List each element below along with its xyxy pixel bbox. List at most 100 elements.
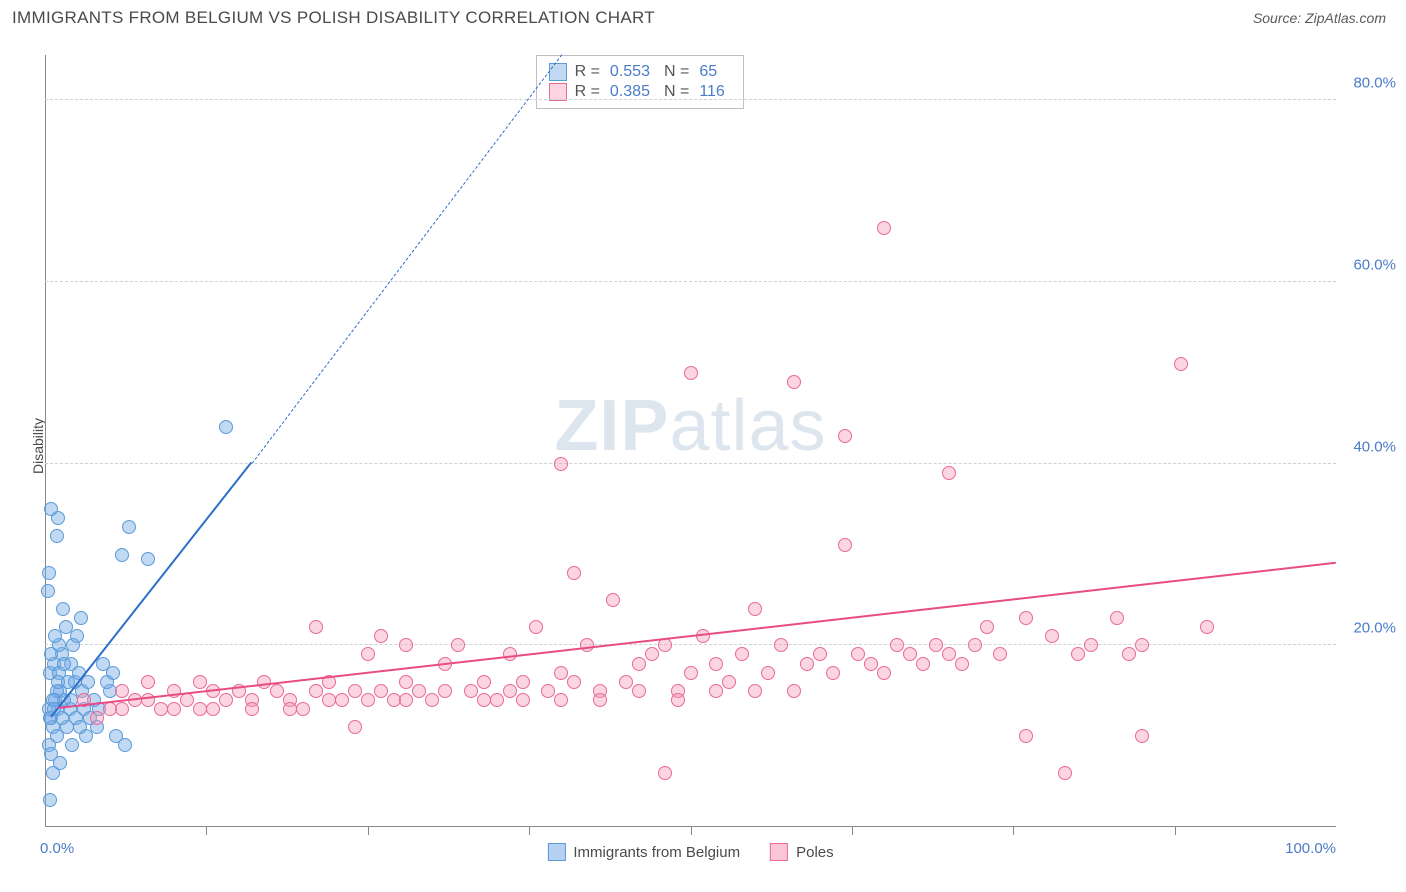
- x-tick: [691, 827, 692, 835]
- data-point: [245, 702, 259, 716]
- data-point: [193, 675, 207, 689]
- data-point: [57, 657, 71, 671]
- data-point: [44, 647, 58, 661]
- x-tick: [206, 827, 207, 835]
- data-point: [761, 666, 775, 680]
- y-tick-label: 60.0%: [1353, 257, 1396, 274]
- data-point: [929, 638, 943, 652]
- data-point: [916, 657, 930, 671]
- data-point: [709, 657, 723, 671]
- data-point: [1174, 357, 1188, 371]
- data-point: [877, 221, 891, 235]
- gridline-h: [45, 99, 1336, 100]
- data-point: [257, 675, 271, 689]
- data-point: [684, 666, 698, 680]
- correlation-legend: R =0.553N =65R =0.385N =116: [536, 55, 744, 109]
- data-point: [193, 702, 207, 716]
- source-label: Source: ZipAtlas.com: [1253, 10, 1386, 26]
- data-point: [412, 684, 426, 698]
- data-point: [1019, 729, 1033, 743]
- data-point: [74, 611, 88, 625]
- data-point: [554, 693, 568, 707]
- legend-row: R =0.553N =65: [549, 62, 731, 82]
- data-point: [51, 675, 65, 689]
- data-point: [56, 602, 70, 616]
- data-point: [748, 602, 762, 616]
- data-point: [800, 657, 814, 671]
- data-point: [813, 647, 827, 661]
- data-point: [567, 675, 581, 689]
- data-point: [451, 638, 465, 652]
- data-point: [141, 675, 155, 689]
- data-point: [903, 647, 917, 661]
- data-point: [106, 666, 120, 680]
- data-point: [70, 629, 84, 643]
- data-point: [348, 720, 362, 734]
- data-point: [955, 657, 969, 671]
- data-point: [103, 702, 117, 716]
- legend-item: Poles: [770, 843, 834, 861]
- x-tick: [1175, 827, 1176, 835]
- data-point: [993, 647, 1007, 661]
- data-point: [554, 666, 568, 680]
- data-point: [309, 620, 323, 634]
- data-point: [477, 693, 491, 707]
- data-point: [53, 756, 67, 770]
- data-point: [361, 647, 375, 661]
- data-point: [645, 647, 659, 661]
- data-point: [115, 702, 129, 716]
- data-point: [374, 629, 388, 643]
- data-point: [1045, 629, 1059, 643]
- data-point: [335, 693, 349, 707]
- y-tick-label: 80.0%: [1353, 75, 1396, 92]
- data-point: [180, 693, 194, 707]
- data-point: [425, 693, 439, 707]
- data-point: [787, 684, 801, 698]
- data-point: [567, 566, 581, 580]
- data-point: [632, 657, 646, 671]
- data-point: [115, 684, 129, 698]
- data-point: [1084, 638, 1098, 652]
- data-point: [219, 420, 233, 434]
- data-point: [65, 738, 79, 752]
- data-point: [658, 766, 672, 780]
- data-point: [632, 684, 646, 698]
- gridline-h: [45, 463, 1336, 464]
- data-point: [864, 657, 878, 671]
- data-point: [593, 693, 607, 707]
- gridline-h: [45, 281, 1336, 282]
- data-point: [851, 647, 865, 661]
- data-point: [374, 684, 388, 698]
- data-point: [1200, 620, 1214, 634]
- data-point: [1058, 766, 1072, 780]
- series-legend: Immigrants from BelgiumPoles: [547, 843, 833, 861]
- data-point: [122, 520, 136, 534]
- data-point: [283, 702, 297, 716]
- x-tick: [1013, 827, 1014, 835]
- trend-line: [251, 54, 562, 463]
- data-point: [1135, 638, 1149, 652]
- data-point: [1071, 647, 1085, 661]
- data-point: [50, 529, 64, 543]
- data-point: [154, 702, 168, 716]
- data-point: [516, 693, 530, 707]
- data-point: [118, 738, 132, 752]
- watermark: ZIPatlas: [554, 385, 826, 467]
- data-point: [877, 666, 891, 680]
- trend-line: [58, 562, 1336, 709]
- data-point: [270, 684, 284, 698]
- data-point: [1110, 611, 1124, 625]
- legend-swatch: [770, 843, 788, 861]
- data-point: [464, 684, 478, 698]
- data-point: [438, 684, 452, 698]
- data-point: [942, 466, 956, 480]
- data-point: [1019, 611, 1033, 625]
- x-tick: [368, 827, 369, 835]
- data-point: [619, 675, 633, 689]
- chart-title: IMMIGRANTS FROM BELGIUM VS POLISH DISABI…: [12, 8, 655, 28]
- data-point: [348, 684, 362, 698]
- data-point: [399, 675, 413, 689]
- chart-plot-area: ZIPatlas R =0.553N =65R =0.385N =116 Imm…: [45, 55, 1336, 827]
- data-point: [980, 620, 994, 634]
- data-point: [43, 793, 57, 807]
